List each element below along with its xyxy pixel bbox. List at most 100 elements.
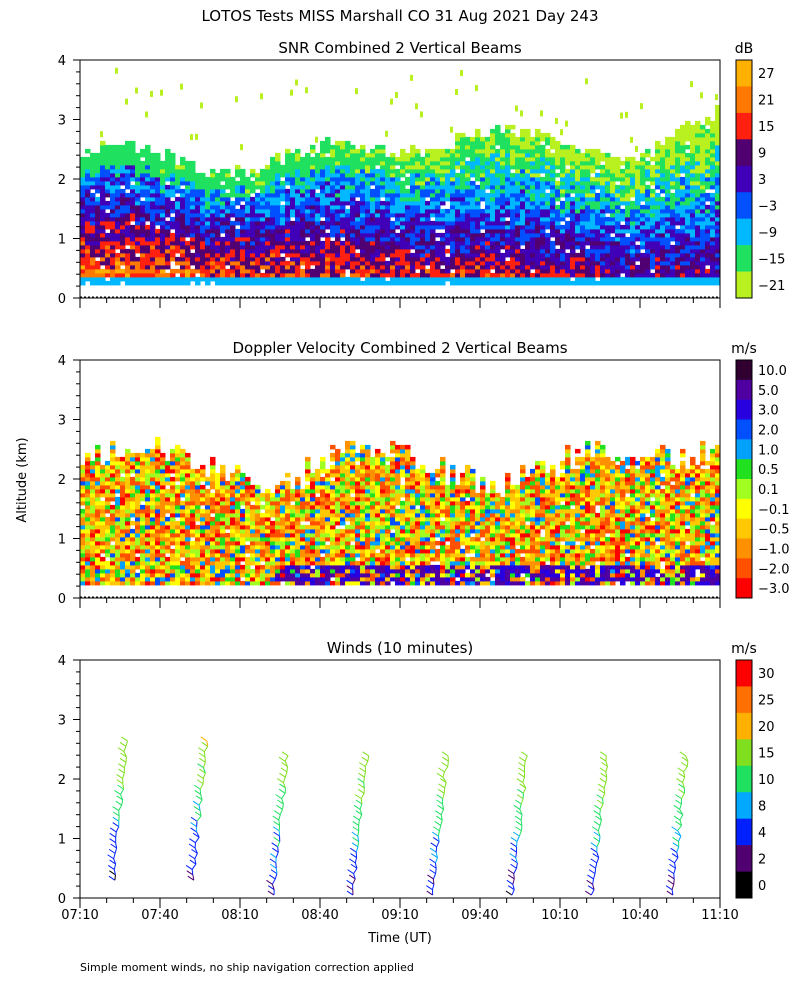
snr-cell [690,216,696,222]
snr-cell [680,160,686,166]
snr-cell [660,228,666,234]
snr-cell [140,228,146,234]
snr-cell [610,176,616,182]
snr-cell [415,228,421,234]
velocity-cell [140,564,146,570]
snr-cell [440,208,446,214]
snr-cell [270,212,276,218]
snr-cell [555,192,561,198]
snr-cell [525,228,531,234]
snr-cell [120,268,126,274]
snr-cell [460,268,466,274]
snr-cell [620,248,626,254]
velocity-cell [150,448,156,454]
snr-cell [695,160,701,166]
velocity-cell [85,504,91,510]
snr-cell [220,216,226,222]
snr-cell [540,204,546,210]
snr-cell [610,168,616,174]
snr-cell [490,208,496,214]
snr-cell [415,208,421,214]
snr-cell [375,180,381,186]
snr-cell [135,256,141,262]
snr-cell [130,256,136,262]
velocity-cell [95,548,101,554]
velocity-cell [170,460,176,466]
snr-cell [655,164,661,170]
snr-cell [680,216,686,222]
snr-cell [450,164,456,170]
velocity-cell [115,560,121,566]
snr-cell [440,256,446,262]
snr-cell [525,156,531,162]
snr-cell [710,240,716,246]
snr-cell [255,196,261,202]
snr-cell [525,164,531,170]
velocity-cell [90,512,96,518]
snr-cell [235,236,241,242]
snr-cell [390,180,396,186]
snr-cell [160,224,166,230]
snr-cell [160,260,166,266]
snr-cell [185,252,191,258]
snr-cell [110,272,116,278]
velocity-cell [175,540,181,546]
snr-cell [580,280,586,286]
snr-cell [150,224,156,230]
snr-cell [685,268,691,274]
snr-cell [400,272,406,278]
velocity-cell [90,528,96,534]
snr-cell [585,156,591,162]
snr-cell [115,192,121,198]
snr-cell [95,212,101,218]
snr-cell [470,144,476,150]
snr-cell [100,188,106,194]
velocity-cell [150,576,156,582]
snr-cell [175,232,181,238]
snr-cell [95,260,101,266]
snr-cell [710,136,716,142]
snr-cell [125,236,131,242]
snr-cell [135,272,141,278]
snr-cell [580,176,586,182]
snr-cell [125,224,131,230]
snr-cell [105,252,111,258]
snr-cell [325,276,331,282]
snr-cell [400,224,406,230]
snr-cell [530,264,536,270]
snr-cell [400,280,406,286]
snr-cell [655,212,661,218]
snr-cell [115,144,121,150]
snr-cell [510,144,516,150]
velocity-cell [130,536,136,542]
snr-cell [180,236,186,242]
snr-cell [600,208,606,214]
snr-cell [150,180,156,186]
velocity-cell [140,552,146,558]
snr-cell [345,144,351,150]
snr-cell [650,252,656,258]
snr-cell [320,276,326,282]
snr-cell [240,228,246,234]
snr-cell [225,232,231,238]
snr-cell [395,252,401,258]
snr-cell [655,148,661,154]
snr-cell [460,232,466,238]
snr-cell [100,160,106,166]
snr-cell [225,272,231,278]
snr-cell [400,220,406,226]
snr-cell [540,156,546,162]
snr-cell [355,148,361,154]
snr-cell [155,172,161,178]
snr-cell [300,196,306,202]
snr-cell [420,256,426,262]
snr-cell [145,152,151,158]
snr-cell [80,276,86,282]
snr-cell [585,212,591,218]
snr-cell [260,220,266,226]
snr-cell [190,256,196,262]
snr-cell [475,240,481,246]
snr-cell [605,172,611,178]
snr-cell [495,184,501,190]
colorbar-swatch [736,86,752,114]
